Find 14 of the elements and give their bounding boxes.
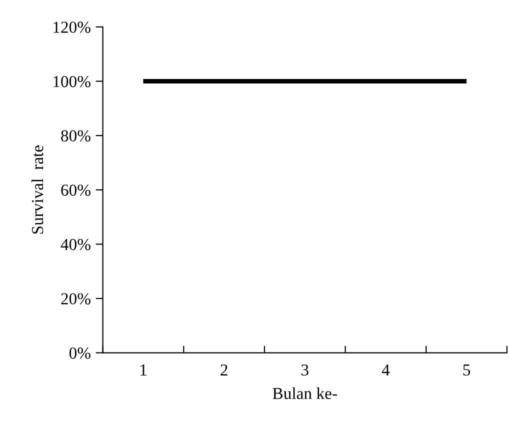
y-tick-label: 20% bbox=[61, 293, 90, 304]
x-axis-title: Bulan ke- bbox=[272, 387, 337, 400]
x-tick-label: 4 bbox=[382, 364, 390, 376]
x-tick-label: 5 bbox=[463, 364, 470, 376]
y-tick-label: 120% bbox=[54, 22, 90, 33]
y-axis-title: Survival rate bbox=[31, 146, 44, 234]
x-tick-label: 2 bbox=[220, 364, 228, 376]
y-tick-label: 80% bbox=[61, 130, 90, 142]
x-tick-label: 1 bbox=[140, 364, 146, 376]
y-tick-label: 0% bbox=[69, 347, 90, 359]
y-tick-label: 40% bbox=[60, 238, 90, 250]
x-tick-label: 3 bbox=[302, 364, 308, 376]
y-tick-label: 100% bbox=[54, 76, 90, 88]
y-tick-label: 60% bbox=[61, 184, 90, 196]
